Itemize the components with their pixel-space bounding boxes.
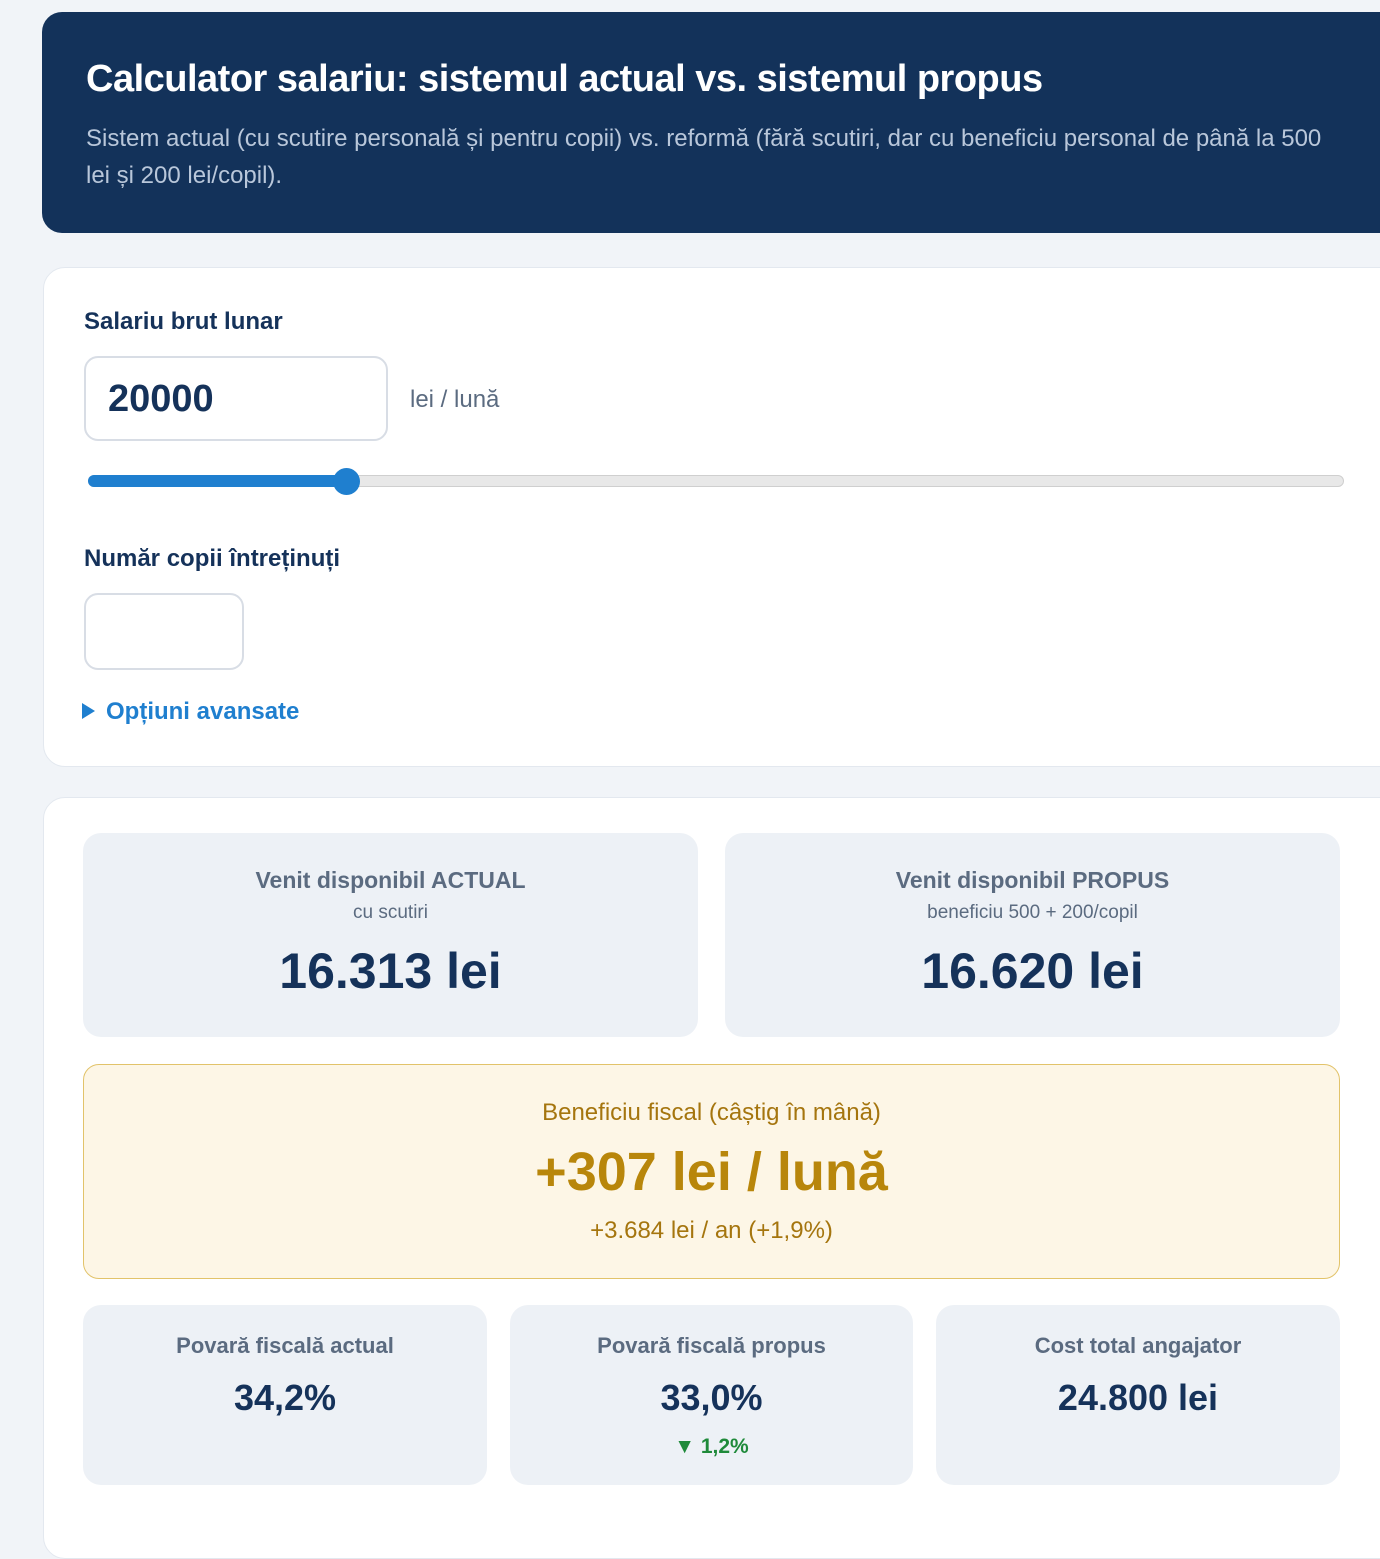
result-card: Venit disponibil ACTUAL cu scutiri 16.31… [83,833,698,1037]
stat-card: Cost total angajator 24.800 lei [936,1305,1340,1485]
salary-unit: lei / lună [410,386,500,413]
stat-value: 34,2% [233,1377,337,1418]
stat-card: Povară fiscală actual 34,2% [83,1305,487,1485]
stat-card: Povară fiscală propus 33,0% ▼ 1,2% [510,1305,913,1485]
stat-label: Povară fiscală actual [176,1333,394,1358]
benefit-label: Beneficiu fiscal (câștig în mână) [542,1099,881,1126]
disclosure-arrow [82,703,95,719]
slider-fill [88,475,348,487]
salary-input[interactable]: 20000 [84,356,388,441]
stat-change: ▼ 1,2% [674,1435,749,1458]
result-card: Venit disponibil PROPUS beneficiu 500 + … [725,833,1340,1037]
card-title: Venit disponibil PROPUS [895,867,1170,893]
card-title: Venit disponibil ACTUAL [255,867,526,893]
advanced-options[interactable]: Opțiuni avansate [106,698,300,725]
card-value: 16.313 lei [279,943,502,999]
benefit-box: Beneficiu fiscal (câștig în mână) +307 l… [83,1064,1340,1279]
card-value: 16.620 lei [921,943,1144,999]
header-title: Calculator salariu: sistemul actual vs. … [86,58,1043,100]
stat-value: 24.800 lei [1057,1377,1219,1418]
card-subtitle: beneficiu 500 + 200/copil [927,902,1138,923]
stat-label: Povară fiscală propus [597,1333,826,1358]
card-subtitle: cu scutiri [353,902,428,923]
stat-label: Cost total angajator [1034,1333,1242,1358]
slider-thumb[interactable] [333,468,360,495]
salary-label: Salariu brut lunar [84,308,283,335]
benefit-value: +307 lei / lună [535,1142,888,1202]
salary-value: 20000 [108,378,214,420]
children-input[interactable] [84,593,244,670]
header-subtitle: Sistem actual (cu scutire personală și p… [86,125,1322,189]
children-label: Număr copii întreținuți [84,545,341,572]
header [42,12,1380,233]
form-panel [43,267,1380,767]
page-body: Calculator salariu: sistemul actual vs. … [42,12,1380,1559]
benefit-detail: +3.684 lei / an (+1,9%) [590,1217,833,1244]
stat-value: 33,0% [660,1377,763,1418]
page: Calculator salariu {"header": {"title": … [42,12,1380,1559]
